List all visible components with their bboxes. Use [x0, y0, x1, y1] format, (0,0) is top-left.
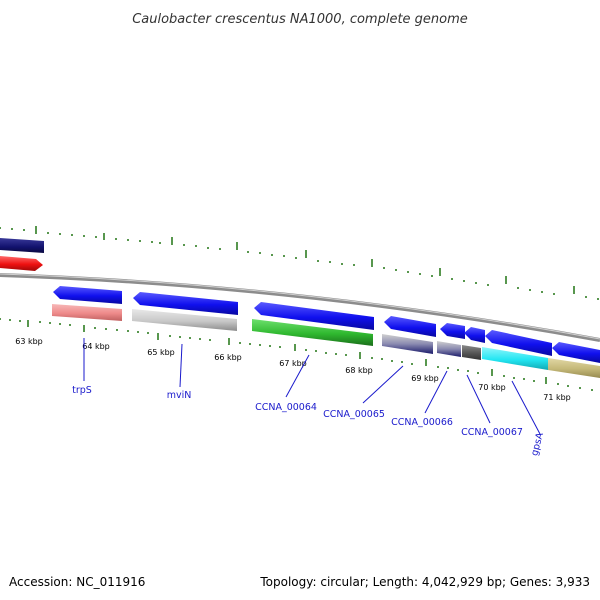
outer-tick-row: [0, 226, 599, 300]
category-bar-gray: [132, 309, 237, 331]
kbp-label-63: 63 kbp: [15, 337, 43, 346]
category-bar-green: [252, 319, 373, 346]
category-bar-lavender: [437, 341, 461, 357]
gene-label-mviN[interactable]: mviN: [167, 390, 192, 401]
gene-label-trpS[interactable]: trpS: [72, 385, 92, 396]
gene-label-CCNA00067[interactable]: CCNA_00067: [461, 427, 523, 438]
category-bar-pink: [52, 304, 122, 321]
gene-label-CCNA00065[interactable]: CCNA_00065: [323, 409, 385, 420]
kbp-label-70: 70 kbp: [478, 383, 506, 392]
gene-red-left[interactable]: [0, 256, 43, 271]
kbp-label-68: 68 kbp: [345, 366, 373, 375]
kbp-label-65: 65 kbp: [147, 348, 175, 357]
gene-trpS-arrow[interactable]: [53, 286, 122, 304]
gene-CCNA00065-arrow[interactable]: [384, 316, 436, 337]
gene-gpsA-arrow[interactable]: [485, 330, 552, 356]
gene-label-CCNA00064[interactable]: CCNA_00064: [255, 402, 317, 413]
category-bar-cyan: [482, 347, 548, 370]
kbp-label-64: 64 kbp: [82, 342, 110, 351]
category-bar-darkgray: [462, 345, 481, 360]
kbp-label-67: 67 kbp: [279, 359, 307, 368]
gene-CCNA00066-arrow[interactable]: [440, 323, 465, 339]
gene-CCNA00067-arrow[interactable]: [464, 327, 485, 343]
kbp-label-71: 71 kbp: [543, 393, 571, 402]
kbp-label-66: 66 kbp: [214, 353, 242, 362]
gene-navy-left[interactable]: [0, 238, 44, 253]
gene-label-gpsA[interactable]: gpsA: [529, 431, 546, 457]
category-bar-khaki: [548, 358, 600, 378]
gene-blue-right-arrow[interactable]: [552, 342, 600, 363]
genome-backbone: [0, 273, 600, 342]
gene-CCNA00064-arrow[interactable]: [254, 302, 374, 330]
gene-label-leaders: [83, 338, 541, 435]
category-bar-navy: [382, 334, 433, 354]
gene-mviN-arrow[interactable]: [133, 292, 238, 315]
genome-summary-text: Topology: circular; Length: 4,042,929 bp…: [259, 575, 590, 589]
kbp-label-69: 69 kbp: [411, 374, 439, 383]
inner-tick-row: [0, 318, 593, 391]
accession-text: Accession: NC_011916: [9, 575, 145, 589]
gene-label-CCNA00066[interactable]: CCNA_00066: [391, 417, 453, 428]
map-title: Caulobacter crescentus NA1000, complete …: [132, 12, 468, 27]
